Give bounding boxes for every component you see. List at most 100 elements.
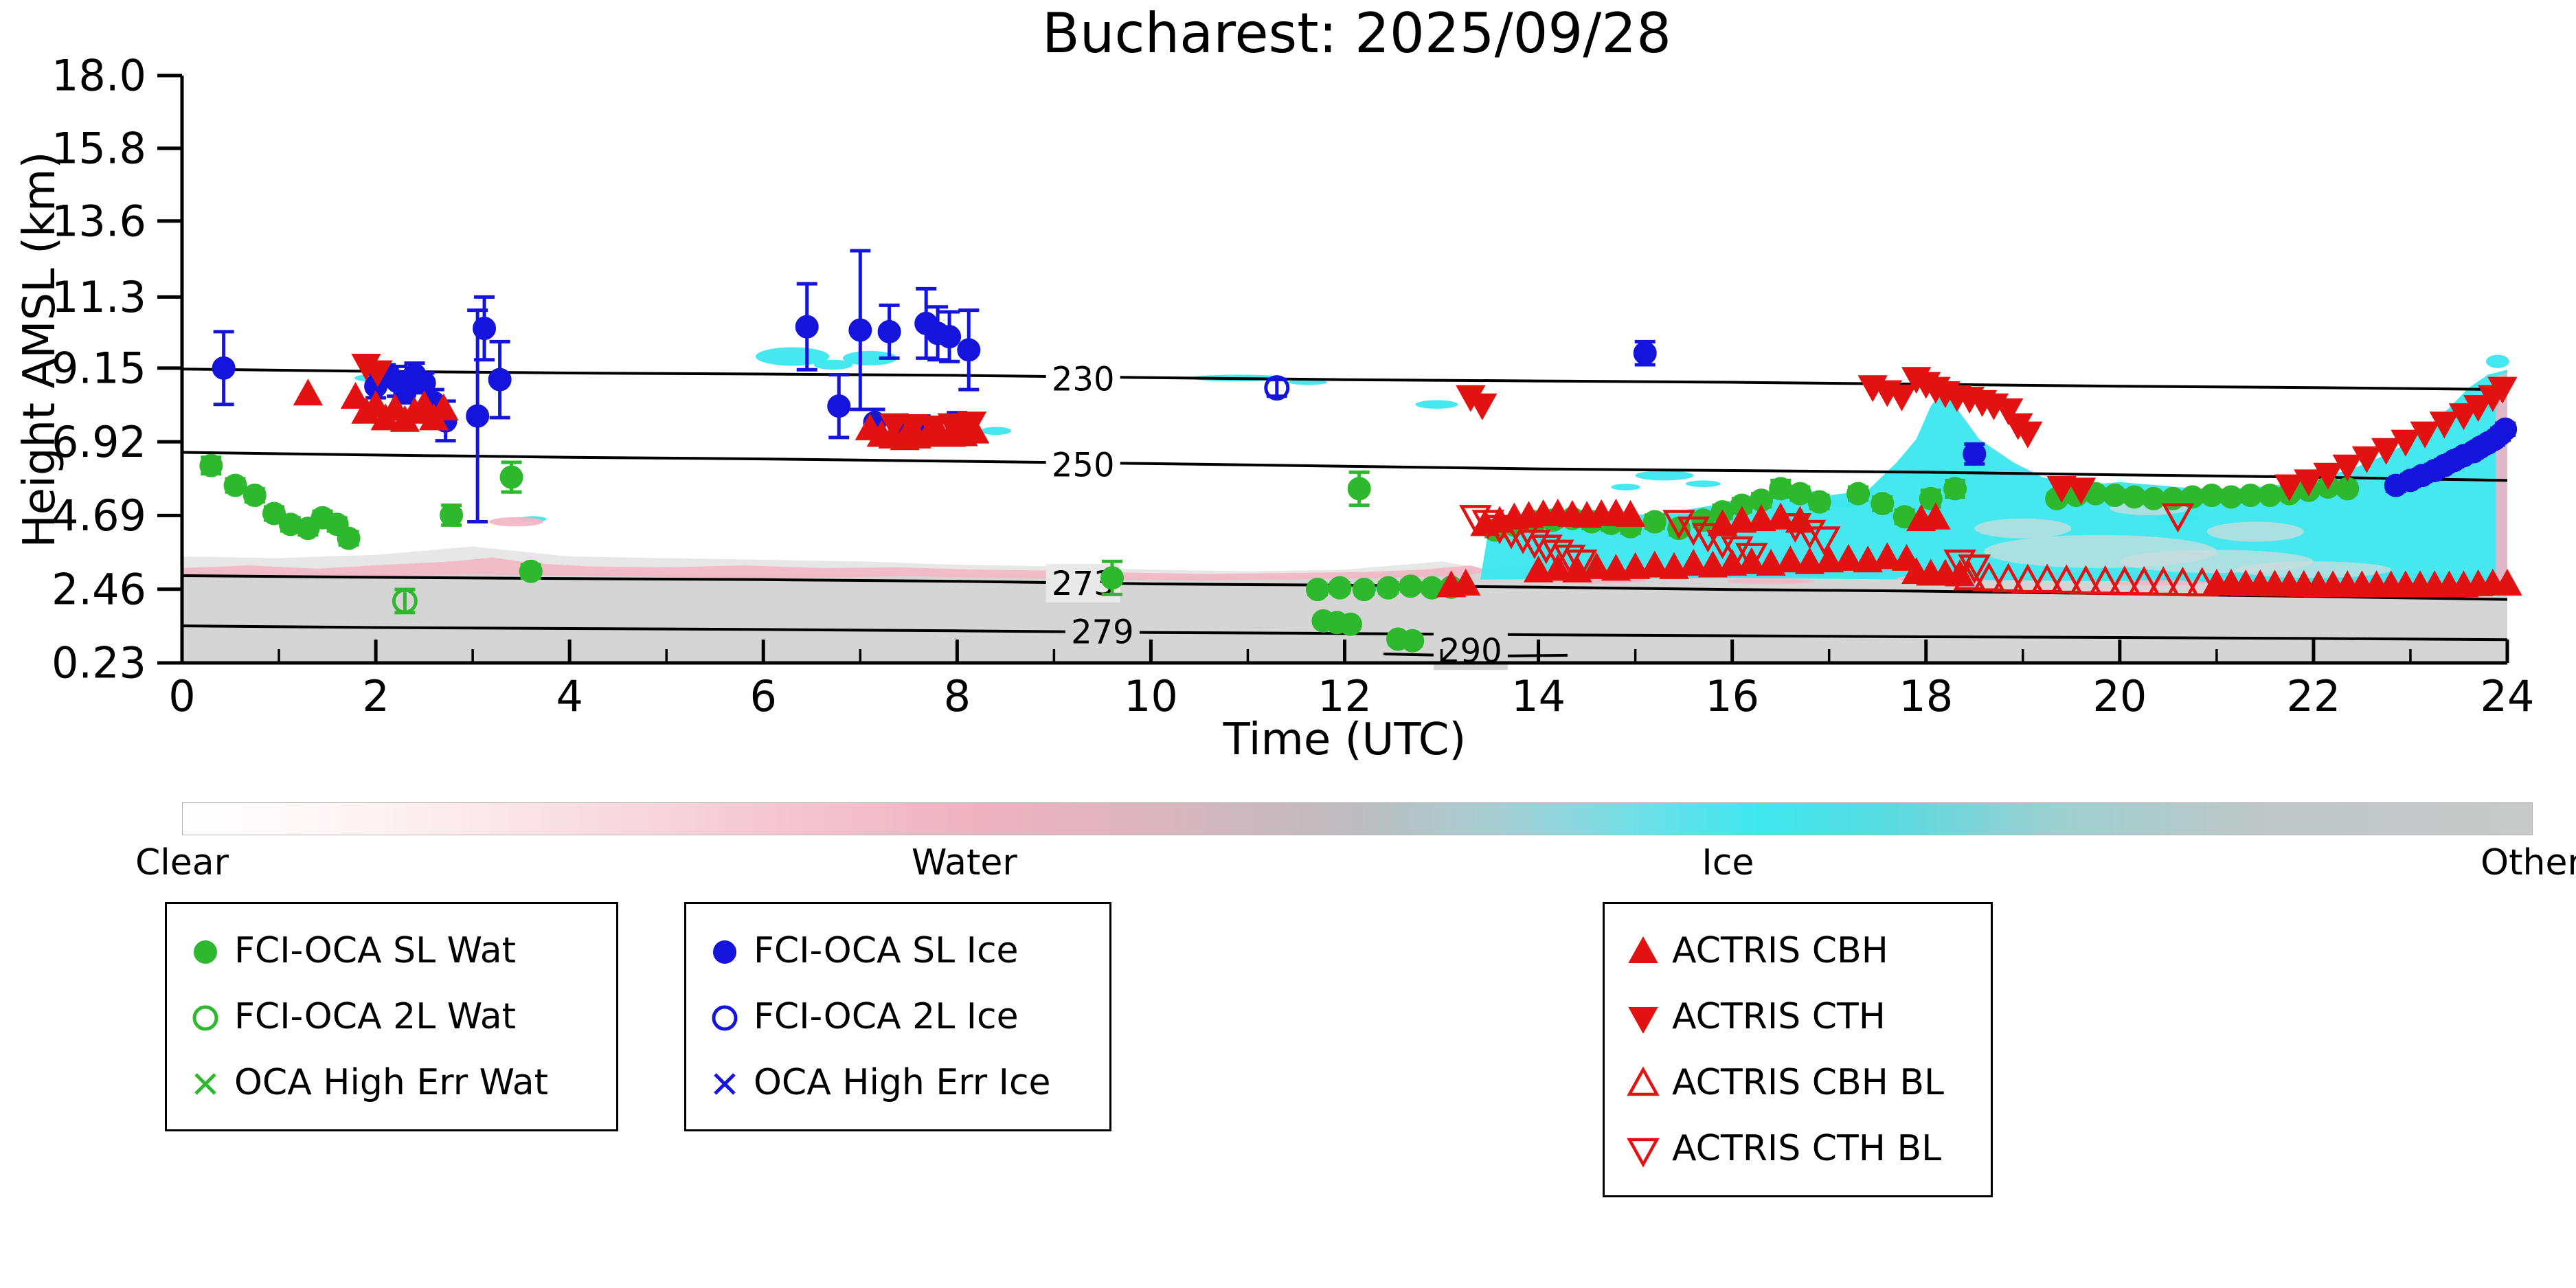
point-filled-circle [212,356,236,380]
point-triangle-up [1628,936,1658,963]
point-triangle-down [1886,384,1917,411]
point-filled-circle [957,338,981,362]
isotherm-label-279: 279 [1065,612,1140,652]
point-triangle-down-open [1506,524,1539,554]
x-tick-label: 24 [2481,671,2535,721]
point-triangle-up [1697,550,1728,578]
point-filled-circle [1769,477,1793,501]
legend-label: ACTRIS CBH [1672,930,1888,971]
point-filled-circle [1338,612,1362,636]
point-triangle-down-open [1459,505,1492,534]
point-filled-circle [2122,485,2146,509]
point-triangle-down [2274,474,2305,501]
isotherm-label-250: 250 [1046,445,1120,485]
point-triangle-down [2332,454,2362,482]
isotherm-label-text: 279 [1071,613,1134,652]
point-triangle-down-open [1943,550,1976,579]
point-filled-circle [1399,574,1423,598]
legend-marker-circle-open-icon [712,1005,738,1031]
point-filled-circle [440,503,464,527]
legend-marker-triangle-down-filled-icon [1628,1007,1658,1035]
legend-entry-actris-cbh-bl: ACTRIS CBH BL [1624,1050,1971,1116]
point-filled-circle [242,484,267,508]
colorbar-label-ice: Ice [1702,842,1754,883]
point-triangle-down [2448,403,2479,431]
legend-entry-fci-oca-sl-wat: FCI-OCA SL Wat [186,918,597,984]
point-triangle-up [1746,504,1776,532]
x-tick-label: 22 [2286,671,2340,721]
legend-entry-actris-cbh: ACTRIS CBH [1624,918,1971,984]
point-triangle-down-open [1662,510,1695,540]
point-triangle-up-open [2108,565,2141,596]
point-triangle-up-open [2011,563,2044,594]
isotherm-label-bg [1065,612,1140,651]
x-axis-title: Time (UTC) [1223,714,1467,765]
bg-patch [813,359,853,370]
bg-patch [1635,470,1694,481]
point-triangle-down-open [1495,519,1528,550]
legend-label: ACTRIS CTH BL [1672,1128,1942,1169]
point-filled-circle [1846,482,1871,506]
isotherm-250 [181,451,2508,482]
point-triangle-down-open [1552,544,1586,574]
y-tick-label: 4.69 [52,490,146,541]
point-triangle-down-open [1627,1138,1660,1168]
y-tick-label: 13.6 [52,196,146,246]
x-tick-label: 4 [556,671,583,721]
bg-water-pink-band [182,557,1491,581]
legend-marker-triangle-down-open-icon [1627,1138,1660,1168]
point-triangle-up [1833,543,1864,571]
isotherm-label-text: 290 [1439,632,1502,670]
axes: 18.015.813.611.39.156.924.692.460.230 2 4 6… [52,51,2535,721]
point-triangle-down [2351,446,2382,473]
point-triangle-up [1451,568,1481,596]
point-filled-circle [194,940,217,964]
point-triangle-up-open [2031,563,2064,594]
point-open-circle [192,1005,218,1031]
point-filled-circle [488,368,512,392]
colorbar-label-other: Other [2481,842,2576,883]
bg-patch [980,427,1012,436]
point-triangle-up [1523,555,1554,583]
point-filled-circle [1871,492,1895,516]
x-tick-label: 14 [1511,671,1566,721]
point-filled-circle [499,465,523,489]
point-triangle-down [937,413,967,440]
legend-label: OCA High Err Wat [234,1062,548,1103]
isotherm-label-bg [1046,445,1120,484]
x-tick-label: 18 [1899,671,1953,721]
series-fci-oca-sl-ice [212,249,2518,524]
legend-entry-fci-oca-2l-wat: FCI-OCA 2L Wat [186,984,597,1050]
point-triangle-up [1717,549,1748,576]
point-triangle-up [2492,568,2522,596]
point-open-circle [392,588,418,614]
legend-label: ACTRIS CTH [1672,996,1886,1037]
point-triangle-up [1737,547,1767,574]
point-triangle-down-open [1530,534,1563,565]
point-filled-circle [1633,341,1657,365]
legend-label: OCA High Err Ice [754,1062,1051,1103]
point-filled-circle [473,317,497,341]
point-filled-circle [795,315,819,339]
bg-patch [2485,354,2509,368]
point-filled-circle [1100,566,1124,590]
point-triangle-up [1615,499,1646,527]
point-triangle-down [2046,476,2077,504]
point-triangle-down-open [1720,536,1754,566]
point-filled-circle [938,325,962,349]
legend-entry-actris-cth: ACTRIS CTH [1624,984,1971,1050]
point-triangle-down [2429,411,2460,439]
y-tick-label: 11.3 [52,272,146,322]
point-triangle-up-open [1991,563,2025,593]
point-filled-circle [1352,578,1376,602]
bg-patch [1685,480,1721,488]
x-tick-label: 16 [1705,671,1759,721]
legend-label: FCI-OCA 2L Ice [754,996,1019,1037]
point-filled-circle [1376,576,1400,600]
point-filled-circle [1401,629,1425,653]
legend-label: FCI-OCA SL Ice [754,930,1019,971]
point-triangle-down [2463,395,2494,422]
point-triangle-up-open [2147,566,2180,596]
isotherm-230 [181,368,2508,392]
point-triangle-down-open [1778,513,1812,543]
